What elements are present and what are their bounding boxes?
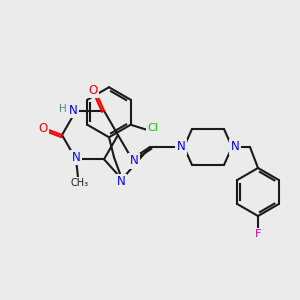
Text: N: N — [117, 175, 125, 188]
Text: CH₃: CH₃ — [71, 178, 89, 188]
Text: N: N — [130, 154, 138, 167]
Text: Cl: Cl — [147, 123, 158, 133]
Text: N: N — [231, 140, 239, 154]
Text: F: F — [255, 229, 261, 239]
Text: N: N — [177, 140, 185, 154]
Text: N: N — [69, 104, 77, 117]
Text: H: H — [59, 104, 67, 114]
Text: O: O — [38, 122, 48, 136]
Text: O: O — [88, 84, 98, 97]
Text: N: N — [72, 151, 80, 164]
